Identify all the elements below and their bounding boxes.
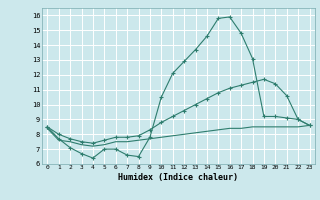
X-axis label: Humidex (Indice chaleur): Humidex (Indice chaleur): [118, 173, 238, 182]
